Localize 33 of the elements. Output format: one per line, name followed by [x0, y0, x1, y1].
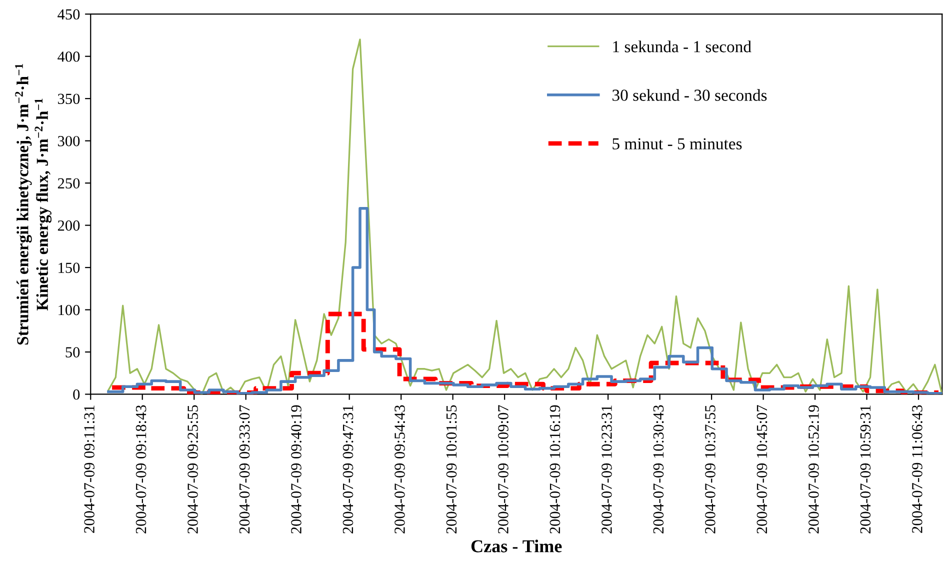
x-tick-label: 2004-07-09 09:40:19 — [291, 405, 302, 534]
legend-label: 1 sekunda - 1 second — [613, 40, 752, 52]
x-tick-label: 2004-07-09 09:54:43 — [394, 405, 405, 534]
x-tick-label: 2004-07-09 10:45:07 — [756, 405, 768, 534]
y-tick-label: 200 — [58, 220, 80, 231]
x-tick-label: 2004-07-09 09:33:07 — [239, 405, 250, 534]
y-tick-label: 150 — [58, 262, 80, 273]
y-tick-label: 350 — [58, 94, 80, 104]
y-tick-label: 0 — [73, 389, 80, 400]
x-tick-label: 2004-07-09 10:30:43 — [653, 405, 664, 534]
y-tick-label: 450 — [58, 9, 80, 20]
x-tick-label: 2004-07-09 10:59:31 — [860, 406, 871, 534]
x-tick-label: 2004-07-09 10:52:19 — [808, 405, 819, 534]
x-axis-title: Czas - Time — [471, 540, 562, 552]
line-series — [108, 38, 942, 394]
x-tick-label: 2004-07-09 09:18:43 — [136, 405, 146, 534]
y-tick-label: 300 — [58, 136, 80, 146]
text: Strumień energii kinetycznej, J·m$^{−2}$·h$^{−1}$ Kinetic energy flux, J·m$^{−2}$·h$^{−1}$ — [15, 64, 52, 345]
x-tick-label: 2004-07-09 10:37:55 — [705, 405, 716, 534]
legend-label: 30 sekund - 30 seconds — [612, 89, 767, 101]
x-tick-label: 2004-07-09 10:01:55 — [446, 405, 457, 534]
x-tick-label: 2004-07-09 09:47:31 — [342, 406, 354, 534]
x-tick-label: 2004-07-09 09:25:55 — [188, 405, 198, 534]
x-tick-label: 2004-07-09 11:06:43 — [912, 405, 922, 533]
x-tick-label: 2004-07-09 09:11:31 — [84, 406, 95, 533]
y-tick-label: 250 — [58, 178, 80, 188]
y-tick-label: 400 — [58, 51, 80, 62]
y-tick-label: 100 — [58, 304, 80, 316]
y-tick-label: 50 — [66, 347, 80, 358]
legend-label: 5 minut - 5 minutes — [612, 138, 742, 150]
x-tick-label: 2004-07-09 10:09:07 — [498, 405, 508, 534]
x-tick-label: 2004-07-09 10:16:19 — [550, 405, 560, 534]
x-tick-label: 2004-07-09 10:23:31 — [602, 406, 612, 534]
